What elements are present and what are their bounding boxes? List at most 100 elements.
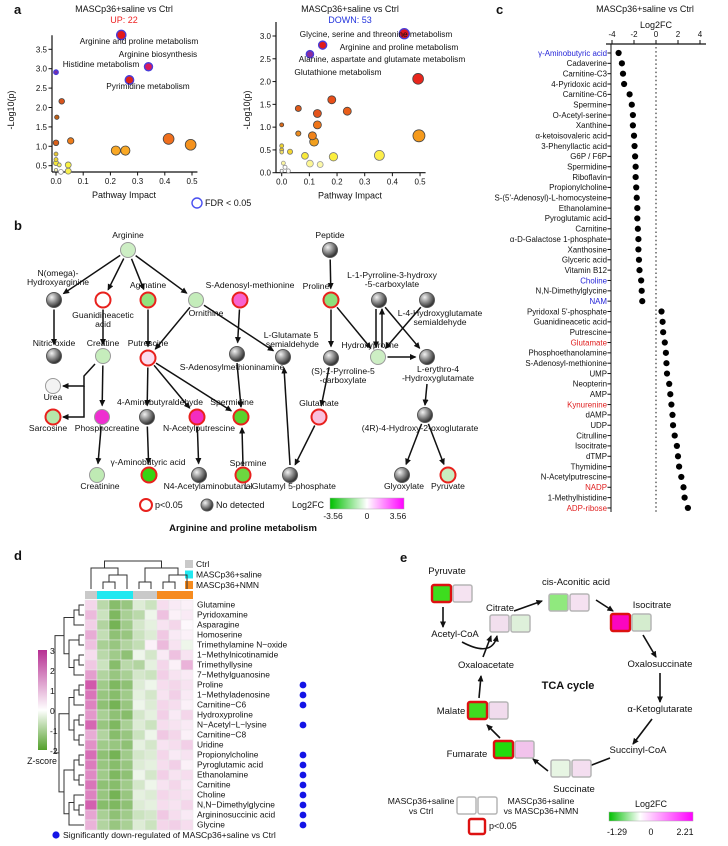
pathway-arrow xyxy=(144,367,151,407)
heatmap-cell xyxy=(144,789,158,801)
y-tick-label: 0.0 xyxy=(260,169,272,178)
pathway-annotation: Glycine, serine and threonine metabolism xyxy=(300,29,453,39)
pathway-point xyxy=(287,148,294,155)
left-dendrogram xyxy=(54,635,64,754)
metabolite-label: UDP xyxy=(590,421,607,430)
heatmap-cell xyxy=(108,619,122,631)
x-tick-label: 4 xyxy=(698,30,703,39)
log2fc-dot xyxy=(630,132,638,139)
heatmap-cell xyxy=(96,659,110,671)
y-tick-label: 0.5 xyxy=(260,146,272,155)
heatmap-cell xyxy=(120,609,134,621)
x-tick-label: 0.2 xyxy=(331,178,343,187)
metabolite-label: Choline xyxy=(580,276,607,285)
heatmap-cell xyxy=(108,789,122,801)
heatmap-cell xyxy=(132,759,146,771)
heatmap-cell xyxy=(168,759,182,771)
heatmap-cell xyxy=(180,719,194,731)
heatmap-cell xyxy=(168,779,182,791)
heatmap-cell xyxy=(156,809,170,821)
heatmap-cell xyxy=(84,619,98,631)
heatmap-cell xyxy=(168,689,182,701)
metabolite-node-pyruvate_b xyxy=(439,466,457,484)
heatmap-cell xyxy=(180,669,194,681)
heatmap-cell xyxy=(168,799,182,811)
pathway-point xyxy=(317,40,328,50)
column-group-bar xyxy=(181,591,193,599)
sig-dot xyxy=(299,771,307,779)
pathway-point xyxy=(124,75,135,85)
heatmap-cell xyxy=(120,759,134,771)
pathway-arrow xyxy=(319,367,330,407)
pathway-arrow xyxy=(99,365,106,407)
heatmap-row-label: Asparagine xyxy=(197,620,240,630)
pathway-arrow xyxy=(145,426,152,465)
log2fc-dot xyxy=(668,401,675,408)
heatmap-cell xyxy=(132,749,146,761)
metabolite-label: NADP xyxy=(585,483,607,492)
heatmap-cell xyxy=(168,719,182,731)
x-axis-title: Log2FC xyxy=(640,20,673,30)
metabolite-node-spermidine xyxy=(232,408,250,426)
heatmap-cell xyxy=(132,609,146,621)
metabolite-label: α-D-Galactose 1-phosphate xyxy=(510,235,608,244)
heatmap-cell xyxy=(168,699,182,711)
heatmap-cell xyxy=(84,599,98,611)
heatmap-cell xyxy=(108,729,122,741)
sig-dot xyxy=(299,751,307,759)
left-dendrogram xyxy=(73,719,79,741)
metabolite-node-hydroxy2oxo xyxy=(417,407,433,423)
heatmap-row-label: Hydroxyproline xyxy=(197,710,253,720)
x-tick-label: 0.0 xyxy=(50,177,62,186)
pathway-arrow xyxy=(405,423,423,466)
x-tick-label: 0.3 xyxy=(359,178,371,187)
pathway-annotation: Glutathione metabolism xyxy=(294,67,381,77)
left-dendrogram xyxy=(78,734,84,746)
panel-e-tca-cycle: Pyruvate Acetyl-CoA Citrate cis-Aconitic ac… xyxy=(388,566,694,837)
heatmap-cell xyxy=(168,739,182,751)
pathway-point xyxy=(373,149,385,161)
x-tick-label: 0.5 xyxy=(186,177,198,186)
heatmap-cell xyxy=(180,659,194,671)
e-gradient-min: -1.29 xyxy=(607,827,627,837)
panel-b-caption: Arginine and proline metabolism xyxy=(169,523,317,534)
heatmap-cell xyxy=(96,759,110,771)
pathway-point xyxy=(312,120,322,130)
tca-square xyxy=(489,614,510,633)
heatmap-cell xyxy=(144,609,158,621)
pathway-arrow xyxy=(130,258,145,291)
node-label-pyruvate_b: Pyruvate xyxy=(431,481,465,491)
pathway-arrow xyxy=(107,258,125,291)
heatmap-cell xyxy=(144,749,158,761)
metabolite-node-aminobutyraldehyde xyxy=(139,409,155,425)
tca-node-label-fumarate: Fumarate xyxy=(447,749,488,760)
chart-subtitle: DOWN: 53 xyxy=(328,15,372,25)
node-label-n4acetyl: N4-Acetylaminobutanal xyxy=(164,481,253,491)
y-tick-label: 0.5 xyxy=(36,162,48,171)
tca-square xyxy=(492,739,515,760)
log2fc-dot xyxy=(659,318,666,325)
node-label-gaba: γ-Aminobutyric acid xyxy=(111,457,186,467)
e-log2fc-label: Log2FC xyxy=(635,799,668,809)
heatmap-cell xyxy=(168,629,182,641)
metabolite-label: Putrescine xyxy=(570,328,608,337)
heatmap-cell xyxy=(144,709,158,721)
heatmap-cell xyxy=(108,719,122,731)
pathway-annotation: Arginine biosynthesis xyxy=(119,49,197,59)
node-label-lerythro: L-erythro-4 -Hydroxyglutamate xyxy=(402,364,474,383)
left-dendrogram xyxy=(68,802,84,826)
left-dendrogram xyxy=(78,634,84,646)
zscore-colorbar xyxy=(38,650,47,750)
heatmap-row-label: 1−Methyladenosine xyxy=(197,690,270,700)
heatmap-row-label: Propionylcholine xyxy=(197,750,259,760)
heatmap-cell xyxy=(180,639,194,651)
heatmap-cell xyxy=(132,629,146,641)
panel-letter-b: b xyxy=(14,218,22,233)
sig-dot xyxy=(299,821,307,829)
heatmap-cell xyxy=(132,799,146,811)
metabolite-label: Xanthosine xyxy=(568,245,608,254)
heatmap-cell xyxy=(120,659,134,671)
pathway-arrow xyxy=(153,364,191,409)
heatmap-cell xyxy=(84,819,98,831)
pathway-point xyxy=(280,160,286,166)
